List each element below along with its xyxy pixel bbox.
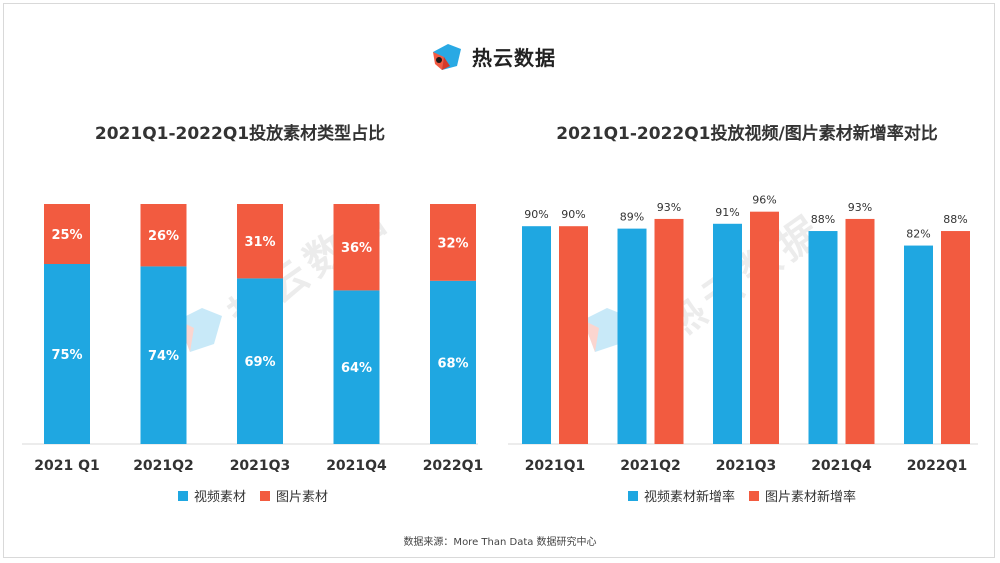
data-label-image-share: 31% [244,235,275,250]
bar-image-rate [559,226,588,444]
legend-item-image: 图片素材 [260,486,328,505]
legend-right: 视频素材新增率 图片素材新增率 [628,486,856,505]
x-tick-label: 2021Q4 [326,458,387,474]
legend-swatch-video [178,490,188,501]
reyun-logo-icon [433,44,461,70]
x-tick-label: 2021Q2 [133,458,194,474]
legend-label-video: 视频素材 [194,490,247,505]
bar-video-share [333,290,380,444]
legend-item-video: 视频素材 [178,486,246,505]
data-label-video-share: 75% [51,348,82,363]
bar-video-share [237,278,283,444]
bar-image-rate [654,218,684,444]
x-tick-label: 2022Q1 [423,458,484,474]
chart-title-left: 2021Q1-2022Q1投放素材类型占比 [94,124,386,144]
x-tick-label: 2021Q3 [716,458,777,474]
data-label-image-rate: 96% [752,194,776,207]
legend-item-image-rate: 图片素材新增率 [749,486,856,505]
data-label-video-share: 68% [437,356,468,371]
x-tick-label: 2021Q4 [811,458,872,474]
data-label-image-rate: 93% [657,201,681,214]
x-tick-label: 2021 Q1 [34,458,99,474]
chart-title-right: 2021Q1-2022Q1投放视频/图片素材新增率对比 [556,124,938,144]
bar-image-rate [941,231,970,444]
bar-video-share [44,264,90,444]
bar-video-rate [522,226,551,444]
data-label-video-share: 64% [341,361,372,376]
brand-header: 热云数据 [430,38,556,74]
bar-video-rate [808,231,838,444]
data-label-video-rate: 89% [620,211,644,224]
bar-image-rate [750,211,779,444]
x-tick-label: 2022Q1 [907,458,968,474]
legend-left: 视频素材 图片素材 [178,486,328,505]
brand-name: 热云数据 [472,45,556,70]
data-label-image-rate: 90% [561,208,585,221]
bar-video-rate [617,228,647,444]
legend-swatch-image-rate [749,490,760,501]
legend-label-image: 图片素材 [276,490,329,505]
bar-image-share [333,204,380,291]
legend-swatch-image [260,490,271,501]
data-source-note: 数据来源：More Than Data 数据研究中心 [403,537,597,548]
data-label-image-share: 36% [341,241,372,256]
data-label-video-rate: 82% [906,228,930,241]
data-label-video-share: 69% [244,355,275,370]
data-label-video-share: 74% [148,349,179,364]
legend-label-video-rate: 视频素材新增率 [644,490,736,505]
bar-video-rate [713,223,742,444]
data-label-image-share: 25% [51,228,82,243]
data-label-video-rate: 90% [524,208,548,221]
data-label-image-share: 32% [437,236,468,251]
bar-image-share [44,204,90,264]
data-label-image-rate: 88% [943,213,967,226]
legend-label-image-rate: 图片素材新增率 [765,490,857,505]
data-label-image-share: 26% [148,229,179,244]
x-tick-label: 2021Q1 [525,458,586,474]
bar-image-share [237,204,283,279]
bar-image-share [430,204,476,281]
bar-image-rate [845,218,875,444]
bar-video-share [430,280,476,444]
x-tick-label: 2021Q2 [620,458,681,474]
legend-swatch-video-rate [628,490,638,501]
x-tick-label: 2021Q3 [230,458,291,474]
data-label-image-rate: 93% [848,201,872,214]
bar-image-share [140,204,187,267]
legend-item-video-rate: 视频素材新增率 [628,486,735,505]
bar-video-share [140,266,187,444]
data-label-video-rate: 88% [811,213,835,226]
data-label-video-rate: 91% [715,206,739,219]
bar-video-rate [904,245,933,444]
